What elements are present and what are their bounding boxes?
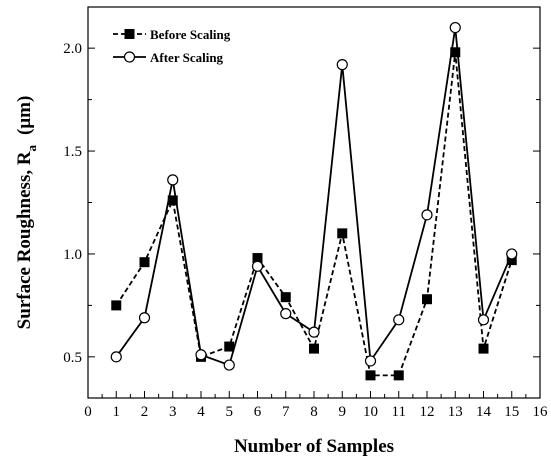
- y-tick-label: 1.5: [63, 144, 82, 160]
- data-point: [111, 300, 122, 311]
- x-tick-label: 7: [282, 404, 290, 420]
- x-tick-label: 12: [420, 404, 435, 420]
- x-tick-label: 2: [141, 404, 149, 420]
- data-point: [195, 349, 207, 361]
- x-tick-label: 6: [254, 404, 262, 420]
- data-point: [138, 312, 151, 324]
- data-point: [336, 59, 348, 71]
- data-point: [223, 359, 235, 371]
- data-point: [252, 253, 263, 264]
- data-point: [309, 343, 319, 354]
- x-tick-label: 14: [476, 404, 492, 420]
- data-point: [364, 355, 377, 367]
- legend: Before Scaling After Scaling: [113, 27, 231, 65]
- legend-marker: [124, 29, 135, 39]
- x-tick-label: 3: [169, 404, 177, 420]
- data-point: [422, 294, 432, 305]
- data-point: [139, 257, 150, 268]
- series-layer: [110, 21, 518, 381]
- data-point: [280, 308, 292, 320]
- legend-item: After Scaling: [113, 50, 224, 65]
- data-point: [308, 326, 320, 338]
- x-tick-label: 15: [504, 404, 519, 420]
- x-tick-label: 0: [84, 404, 92, 420]
- data-point: [506, 248, 518, 260]
- y-axis-label-main: Surface Roughness, R: [14, 151, 35, 329]
- x-tick-label: 13: [448, 404, 463, 420]
- x-tick-label: 1: [113, 404, 121, 420]
- data-point: [110, 351, 122, 363]
- data-point: [167, 195, 178, 206]
- y-tick-label: 1.0: [63, 247, 82, 263]
- data-point: [167, 174, 179, 186]
- legend-label: After Scaling: [150, 50, 224, 65]
- series-1: [111, 47, 517, 381]
- x-tick-label: 8: [310, 404, 318, 420]
- data-point: [421, 209, 433, 221]
- data-point: [449, 21, 461, 34]
- data-point: [337, 228, 348, 239]
- data-point: [251, 260, 264, 272]
- y-tick-label: 0.5: [63, 350, 82, 366]
- data-point: [393, 370, 404, 381]
- legend-item: Before Scaling: [113, 27, 231, 42]
- data-point: [506, 255, 517, 266]
- series-line: [115, 27, 513, 367]
- data-point: [224, 341, 235, 352]
- legend-marker: [123, 51, 136, 63]
- y-tick-label: 2.0: [63, 41, 82, 57]
- x-tick-label: 9: [339, 404, 347, 420]
- x-tick-label: 16: [533, 404, 549, 420]
- x-tick-label: 4: [197, 404, 205, 420]
- data-point: [393, 314, 405, 326]
- legend-label: Before Scaling: [150, 27, 231, 42]
- x-axis-title: Number of Samples: [234, 436, 394, 457]
- x-tick-label: 5: [226, 404, 234, 420]
- data-point: [365, 370, 376, 381]
- x-axis: 0 1 2 3 4 5 6 7 8 9 10 11 12 13 14 15 16: [84, 391, 548, 420]
- y-axis-title: Surface Roughness, Ra (μm): [14, 96, 39, 330]
- data-point: [478, 343, 489, 354]
- y-axis-title-text: Surface Roughness, Ra (μm): [14, 96, 39, 330]
- y-axis-label-subscript: a: [24, 144, 39, 151]
- series-2: [110, 21, 518, 371]
- data-point: [280, 292, 291, 303]
- data-point: [477, 314, 490, 326]
- x-tick-label: 10: [363, 404, 378, 420]
- y-axis-label-unit: (μm): [14, 96, 35, 135]
- x-tick-label: 11: [392, 404, 406, 420]
- data-point: [450, 47, 461, 58]
- y-axis: 0.5 1.0 1.5 2.0: [63, 41, 540, 366]
